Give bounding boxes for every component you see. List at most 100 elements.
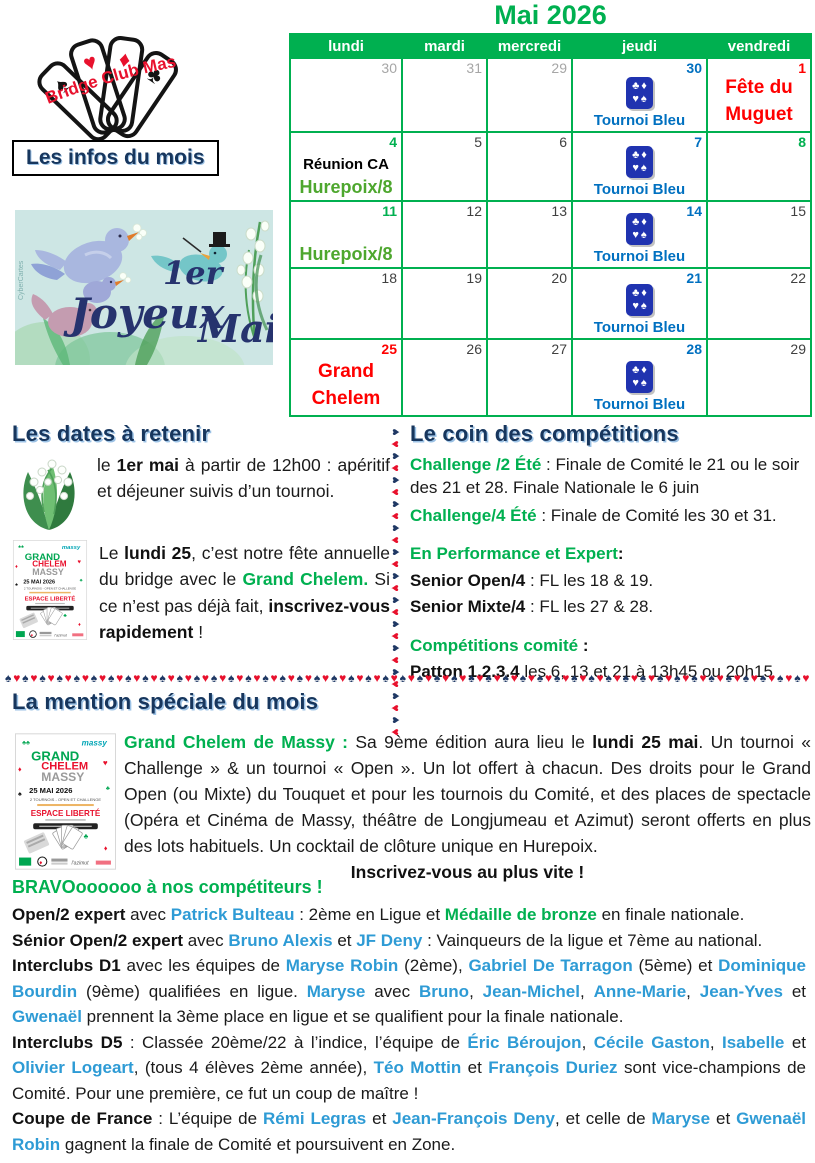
heart-icon: ♥	[270, 671, 278, 685]
periwinkle-bird-icon	[31, 223, 147, 284]
svg-text:GRAND: GRAND	[25, 552, 60, 563]
bravo-paragraph: Sénior Open/2 expert avec Bruno Alexis e…	[12, 930, 763, 950]
spade-icon: ♠	[725, 671, 732, 685]
spade-icon: ♠	[382, 671, 389, 685]
calendar-day-number: 28	[686, 341, 702, 357]
heart-icon: ♥	[236, 671, 244, 685]
bravo-paragraph: Interclubs D1 avec les équipes de Maryse…	[12, 956, 807, 1026]
spade-icon: ♠	[605, 671, 612, 685]
bridge-club-massy-logo: ♠ ♥ ♦ ♣ Bridge Club Massy	[25, 7, 190, 144]
calendar-cell: 4 Réunion CA Hurepoix/8	[291, 133, 401, 200]
heart-icon: ♥	[459, 671, 467, 685]
svg-text:♣: ♣	[84, 833, 89, 840]
spade-icon: ♠	[639, 671, 647, 685]
calendar-day-number: 25	[381, 341, 397, 357]
coin-line: Senior Open/4 : FL les 18 & 19.	[410, 570, 654, 590]
svg-text:CHELEM: CHELEM	[32, 560, 67, 569]
heart-arrow-icon: ♥	[389, 500, 403, 508]
calendar-cell: 5	[403, 133, 486, 200]
spade-icon: ♠	[22, 671, 29, 685]
spade-icon: ♠	[742, 671, 750, 685]
heart-icon: ♥	[201, 671, 210, 685]
calendar-day-number: 27	[551, 341, 567, 357]
heart-arrow-icon: ♥	[389, 488, 403, 496]
svg-text:♠: ♠	[15, 582, 18, 588]
calendar-cell: 20	[488, 269, 571, 338]
heart-icon: ♥	[64, 671, 72, 685]
spade-icon: ♠	[5, 671, 12, 685]
calendar-day-number: 14	[686, 203, 702, 219]
calendar-weekday-header: vendredi	[708, 35, 810, 57]
svg-text:♣: ♣	[63, 613, 67, 619]
calendar-weekday-header: jeudi	[573, 35, 706, 57]
calendar-day-number: 30	[381, 60, 397, 76]
spade-icon: ♠	[262, 671, 269, 685]
spade-icon: ♠	[313, 671, 321, 685]
heart-arrow-icon: ♥	[389, 656, 403, 664]
calendar-day-number: 11	[382, 203, 397, 219]
watermark-text: CyberCartes	[18, 260, 25, 300]
svg-text:♦: ♦	[78, 622, 81, 628]
heart-arrow-icon: ♥	[389, 632, 403, 640]
bravo-section-title: BRAVOoooooo à nos compétiteurs !	[12, 877, 323, 897]
mention-cta: Inscrivez-vous au plus vite !	[350, 862, 585, 882]
coin-line: En Performance et Expert:	[410, 544, 624, 564]
spade-icon: ♠	[519, 671, 527, 685]
svg-text:♣♣: ♣♣	[22, 740, 30, 746]
joyeux-word-1er: 1er	[163, 254, 225, 292]
svg-text:CHELEM: CHELEM	[41, 761, 88, 773]
spade-icon: ♠	[554, 671, 561, 685]
svg-text:♦: ♦	[104, 845, 108, 852]
heart-icon: ♥	[476, 671, 484, 685]
heart-icon: ♥	[785, 671, 793, 685]
svg-text:25 MAI 2026: 25 MAI 2026	[23, 580, 55, 586]
svg-text:♣: ♣	[80, 577, 83, 582]
spade-icon: ♠	[39, 671, 46, 685]
spade-icon: ♠	[56, 671, 63, 685]
calendar-event-label: Réunion CA	[303, 156, 389, 173]
heart-icon: ♥	[373, 671, 381, 685]
spade-icon: ♠	[125, 671, 132, 685]
calendar-cell: 30	[291, 59, 401, 131]
heart-icon: ♥	[407, 671, 415, 685]
svg-text:ESPACE LIBERTÉ: ESPACE LIBERTÉ	[31, 809, 101, 818]
calendar-event-label: Hurepoix/8	[299, 177, 393, 197]
spade-icon: ♠	[279, 671, 286, 685]
heart-arrow-icon: ♥	[389, 452, 403, 460]
calendar-cell: 1 Fête du Muguet	[708, 59, 810, 131]
spade-icon: ♠	[622, 671, 629, 685]
heart-icon: ♥	[802, 671, 810, 685]
heart-arrow-icon: ♥	[389, 476, 403, 484]
calendar-event-label: Tournoi Bleu	[593, 112, 686, 129]
joyeux-word-mai: Mai	[196, 306, 273, 351]
coin-line: Patton 1.2.3.4 les 6, 13 et 21 à 13h45 o…	[410, 662, 773, 682]
calendar-event-label: Fête du Muguet	[725, 76, 793, 126]
calendar-cell: 19	[403, 269, 486, 338]
heart-arrow-icon: ♥	[389, 440, 403, 448]
calendar-cell: 25 Grand Chelem	[291, 340, 401, 415]
heart-arrow-icon: ♥	[389, 584, 403, 592]
heart-icon: ♥	[390, 671, 398, 685]
spade-icon: ♠	[451, 671, 458, 685]
svg-text:♦: ♦	[18, 767, 22, 774]
svg-text:ESPACE LIBERTÉ: ESPACE LIBERTÉ	[25, 595, 76, 603]
calendar-cell: 31	[403, 59, 486, 131]
svg-text:25 MAI 2026: 25 MAI 2026	[29, 786, 72, 795]
spade-icon: ♠	[502, 671, 509, 685]
calendar-day-number: 5	[474, 134, 482, 150]
calendar-cell: 6	[488, 133, 571, 200]
svg-text:♠: ♠	[18, 791, 22, 798]
calendar-event-label: Hurepoix/8	[299, 244, 393, 264]
joyeux-word-joyeux: Joyeux	[63, 289, 226, 338]
calendar-cell: 15	[708, 202, 810, 267]
mention-paragraph: Grand Chelem de Massy : Sa 9ème édition …	[124, 732, 812, 856]
svg-text:2 TOURNOIS - OPEN ET CHALLENGE: 2 TOURNOIS - OPEN ET CHALLENGE	[24, 587, 76, 591]
heart-icon: ♥	[733, 671, 741, 685]
heart-arrow-icon: ♥	[389, 644, 403, 652]
heart-icon: ♥	[339, 671, 347, 685]
calendar-weekday-header: mercredi	[488, 35, 571, 57]
heart-arrow-icon: ♥	[389, 608, 403, 616]
calendar-title: Mai 2026	[494, 0, 607, 30]
heart-icon: ♥	[356, 671, 364, 685]
svg-text:massy: massy	[82, 738, 108, 747]
